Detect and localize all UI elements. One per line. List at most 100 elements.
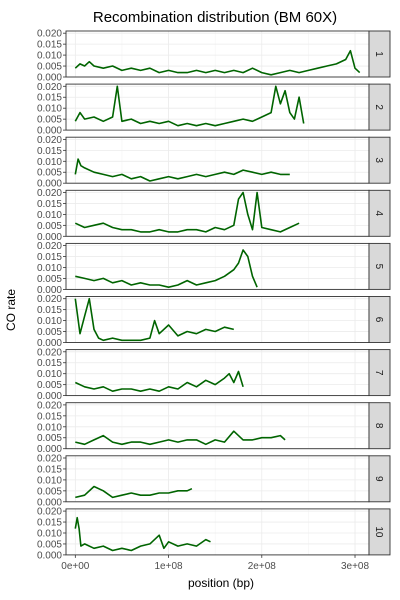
co-rate-line-7 [74,370,244,392]
y-tick-label: 0.005 [37,433,62,444]
y-tick-label: 0.010 [37,422,62,433]
y-tick-label: 0.000 [37,550,62,561]
y-tick-label: 0.015 [37,464,62,475]
facet-strip [368,30,391,78]
y-tick-label: 0.010 [37,263,62,274]
y-tick-label: 0.020 [37,188,62,199]
y-tick-label: 0.000 [37,497,62,508]
facet-label: 1 [373,51,384,57]
x-axis-title: position (bp) [188,576,254,590]
y-tick-label: 0.000 [37,285,62,296]
co-rate-line-5 [75,249,258,288]
y-tick-label: 0.015 [37,518,62,529]
y-tick-label: 0.000 [37,73,62,84]
y-tick-label: 0.020 [37,453,62,464]
facet-label: 8 [373,423,384,429]
facet-strip [368,508,391,556]
y-tick-label: 0.010 [37,369,62,380]
panel-border [65,508,370,556]
facet-strip [368,296,391,343]
y-tick-label: 0.000 [37,391,62,402]
y-tick-label: 0.000 [37,232,62,243]
y-tick-label: 0.005 [37,115,62,126]
x-axis: 0e+00 1e+08 2e+08 3e+08 [61,554,370,572]
co-rate-line-1 [74,49,361,76]
y-tick-label: 0.015 [37,199,62,210]
y-tick-label: 0.015 [37,146,62,157]
y-tick-label: 0.020 [37,400,62,411]
x-tick-label: 0e+00 [61,561,90,572]
chart-title: Recombination distribution (BM 60X) [93,9,337,26]
y-tick-label: 0.020 [37,347,62,358]
y-tick-label: 0.000 [37,444,62,455]
y-tick-label: 0.005 [37,221,62,232]
y-tick-label: 0.020 [37,507,62,518]
y-tick-label: 0.020 [37,135,62,146]
co-rate-line-6 [74,297,234,342]
panel-border [65,189,370,237]
y-tick-label: 0.000 [37,179,62,190]
y-tick-label: 0.010 [37,475,62,486]
y-tick-label: 0.005 [37,380,62,391]
co-rate-line-3 [74,158,290,182]
y-tick-label: 0.020 [37,294,62,305]
facet-label: 6 [373,317,384,323]
co-rate-line-4 [74,191,300,233]
y-tick-label: 0.020 [37,82,62,93]
y-tick-label: 0.010 [37,104,62,115]
y-tick-label: 0.000 [37,338,62,349]
facet-strip [368,83,391,131]
facet-strip [368,136,391,184]
facet-label: 9 [373,476,384,482]
facet-strip [368,402,391,450]
y-tick-label: 0.015 [37,252,62,263]
y-tick-label: 0.010 [37,316,62,327]
y-tick-label: 0.015 [37,305,62,316]
facet-label: 7 [373,370,384,376]
panel-border [65,349,370,397]
panel-border [65,296,370,343]
facet-strip [368,349,391,397]
y-tick-label: 0.015 [37,93,62,104]
y-tick-label: 0.005 [37,327,62,338]
x-tick-label: 1e+08 [155,561,184,572]
panel-border [65,455,370,503]
facet-label: 5 [373,264,384,270]
facet-strip [368,455,391,503]
facet-label: 10 [373,526,384,538]
co-rate-line-8 [75,430,286,446]
co-rate-line-10 [74,516,211,552]
y-tick-label: 0.005 [37,168,62,179]
facet-label: 4 [373,211,384,217]
co-rate-line-9 [75,485,193,499]
y-tick-label: 0.005 [37,274,62,285]
x-tick-label: 2e+08 [248,561,277,572]
y-tick-label: 0.005 [37,486,62,497]
y-tick-label: 0.020 [37,29,62,40]
y-tick-label: 0.005 [37,62,62,73]
y-tick-label: 0.000 [37,126,62,137]
y-tick-label: 0.015 [37,358,62,369]
y-tick-label: 0.010 [37,51,62,62]
y-tick-label: 0.020 [37,241,62,252]
y-axis-title: CO rate [4,289,18,331]
facet-label: 2 [373,104,384,110]
panel-border [65,83,370,131]
y-tick-label: 0.010 [37,157,62,168]
facet-label: 3 [373,157,384,163]
y-tick-label: 0.010 [37,210,62,221]
x-tick-label: 3e+08 [341,561,370,572]
panel-border [65,30,370,78]
y-tick-label: 0.010 [37,528,62,539]
